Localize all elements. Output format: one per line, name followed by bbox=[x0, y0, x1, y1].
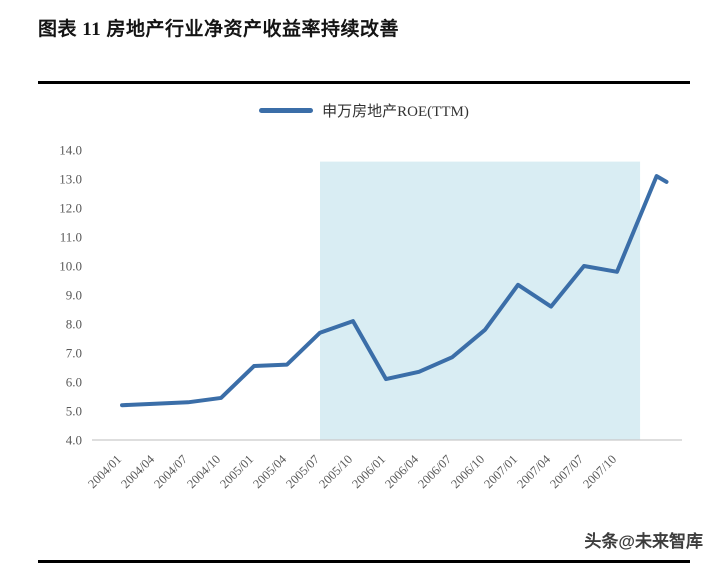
x-tick-label: 2007/10 bbox=[580, 452, 619, 491]
y-tick-label: 11.0 bbox=[60, 230, 82, 245]
y-tick-label: 7.0 bbox=[66, 346, 82, 361]
watermark-text: 头条@未来智库 bbox=[584, 532, 703, 551]
y-tick-label: 5.0 bbox=[66, 404, 82, 419]
x-tick-label: 2006/10 bbox=[448, 452, 487, 491]
x-tick-label: 2005/07 bbox=[283, 452, 322, 491]
y-tick-label: 13.0 bbox=[59, 172, 82, 187]
x-tick-label: 2005/01 bbox=[217, 452, 256, 491]
top-rule bbox=[38, 81, 690, 84]
bottom-rule bbox=[38, 560, 690, 563]
legend-line-swatch bbox=[259, 107, 314, 113]
x-tick-label: 2004/10 bbox=[184, 452, 223, 491]
legend-label: 申万房地产ROE(TTM) bbox=[322, 103, 469, 120]
x-tick-label: 2004/04 bbox=[118, 452, 157, 491]
y-tick-label: 4.0 bbox=[66, 433, 82, 448]
x-tick-label: 2007/01 bbox=[481, 452, 520, 491]
x-tick-label: 2007/04 bbox=[514, 452, 553, 491]
roe-line-chart: 4.0 5.0 6.0 7.0 8.0 9.0 10.0 11.0 12.0 13.0 14.0 20… bbox=[59, 143, 682, 491]
y-tick-label: 10.0 bbox=[59, 259, 82, 274]
x-tick-label: 2005/10 bbox=[316, 452, 355, 491]
x-tick-label: 2005/04 bbox=[250, 452, 289, 491]
roe-ttm-line bbox=[120, 174, 669, 408]
y-tick-label: 8.0 bbox=[66, 317, 82, 332]
y-tick-label: 12.0 bbox=[59, 201, 82, 216]
highlight-band bbox=[320, 161, 641, 440]
chart-legend: 申万房地产ROE(TTM) bbox=[34, 100, 694, 120]
watermark-row: 头条@未来智库 bbox=[0, 527, 725, 552]
x-tick-label: 2004/01 bbox=[85, 452, 124, 491]
x-tick-label: 2006/07 bbox=[415, 452, 454, 491]
x-tick-label: 2006/01 bbox=[349, 452, 388, 491]
y-tick-label: 14.0 bbox=[59, 143, 82, 158]
x-tick-label: 2006/04 bbox=[382, 452, 421, 491]
x-tick-label: 2007/07 bbox=[547, 452, 586, 491]
y-tick-label: 9.0 bbox=[66, 288, 82, 303]
y-tick-label: 6.0 bbox=[66, 375, 82, 390]
x-tick-label: 2004/07 bbox=[151, 452, 190, 491]
roe-chart-figure: 申万房地产ROE(TTM) 4.0 5.0 6.0 7.0 8.0 9.0 10.0 11.0… bbox=[34, 100, 694, 525]
page-title: 图表 11 房地产行业净资产收益率持续改善 bbox=[38, 19, 399, 40]
